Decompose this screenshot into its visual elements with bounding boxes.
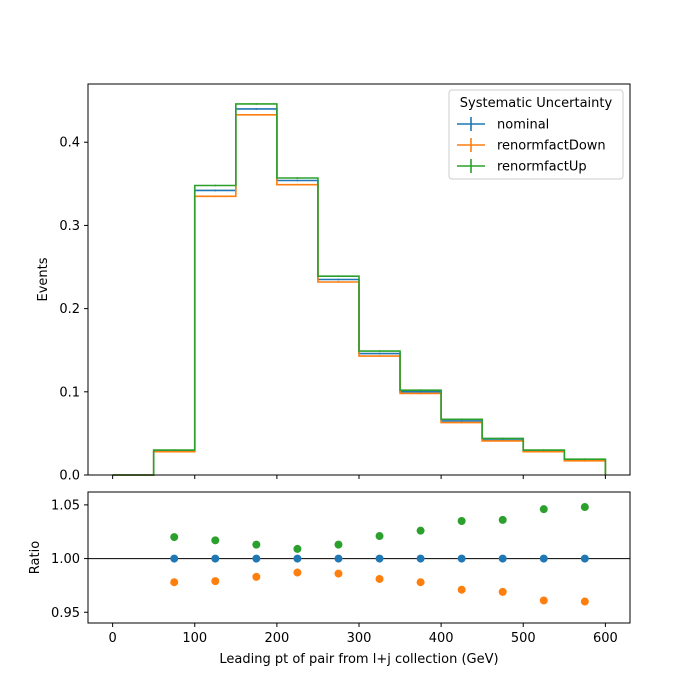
- ratio-point-renormfactUp: [252, 540, 261, 549]
- ratio-point-renormfactUp: [457, 516, 466, 525]
- ratio-point-nominal: [252, 554, 261, 563]
- legend-label: nominal: [497, 118, 549, 133]
- ratio-point-renormfactUp: [293, 544, 302, 553]
- top-panel: 0.0 0.1 0.2 0.3 0.4 Events Systematic Uncert…: [36, 83, 631, 484]
- ratio-point-renormfactDown: [334, 569, 343, 578]
- ratio-point-nominal: [416, 554, 425, 563]
- bottom-xtick-label: 400: [429, 631, 454, 646]
- ratio-point-renormfactUp: [580, 503, 589, 512]
- ratio-point-renormfactDown: [457, 585, 466, 594]
- bottom-ytick-label: 0.95: [51, 606, 80, 621]
- bottom-xtick-label: 500: [511, 631, 536, 646]
- ratio-point-renormfactUp: [375, 532, 384, 541]
- legend-label: renormfactDown: [497, 139, 606, 154]
- top-y-axis-label: Events: [36, 257, 51, 301]
- top-ytick-label: 0.2: [59, 302, 80, 317]
- ratio-point-renormfactUp: [170, 533, 179, 542]
- ratio-point-nominal: [580, 554, 589, 563]
- legend-entries: nominal renormfactDown renormfactUp: [457, 117, 606, 175]
- ratio-point-renormfactDown: [293, 568, 302, 577]
- ratio-point-nominal: [457, 554, 466, 563]
- bottom-xtick-label: 600: [593, 631, 618, 646]
- bottom-xtick-label: 0: [108, 631, 116, 646]
- ratio-point-nominal: [293, 554, 302, 563]
- ratio-point-nominal: [539, 554, 548, 563]
- x-axis-label: Leading pt of pair from l+j collection (…: [219, 652, 498, 667]
- legend-label: renormfactUp: [497, 160, 587, 175]
- top-ytick-label: 0.1: [59, 385, 80, 400]
- ratio-point-renormfactUp: [539, 505, 548, 514]
- bottom-x-ticks: 0 100 200 300 400 500 600: [108, 623, 618, 646]
- top-y-ticks: 0.0 0.1 0.2 0.3 0.4: [59, 136, 88, 484]
- ratio-point-nominal: [334, 554, 343, 563]
- ratio-point-renormfactDown: [580, 597, 589, 606]
- ratio-point-renormfactDown: [211, 577, 220, 586]
- ratio-point-nominal: [211, 554, 220, 563]
- top-ytick-label: 0.3: [59, 219, 80, 234]
- legend-entry-renormfactUp: renormfactUp: [457, 159, 587, 175]
- ratio-point-renormfactUp: [416, 526, 425, 535]
- bottom-panel: 0.95 1.00 1.05 0 100 200 300 400 500 600 Ratio L…: [28, 491, 631, 667]
- legend-entry-renormfactDown: renormfactDown: [457, 138, 606, 154]
- top-ytick-label: 0.0: [59, 469, 80, 484]
- ratio-point-renormfactUp: [211, 536, 220, 545]
- ratio-point-renormfactUp: [334, 540, 343, 549]
- bottom-xtick-label: 300: [347, 631, 372, 646]
- ratio-point-renormfactDown: [498, 587, 507, 596]
- ratio-point-renormfactDown: [170, 578, 179, 587]
- ratio-point-renormfactUp: [498, 515, 507, 524]
- legend-entry-nominal: nominal: [457, 117, 549, 133]
- legend: Systematic Uncertainty nominal renormfact…: [448, 89, 624, 180]
- ratio-point-renormfactDown: [375, 574, 384, 583]
- bottom-xtick-label: 100: [182, 631, 207, 646]
- ratio-point-nominal: [170, 554, 179, 563]
- ratio-point-nominal: [375, 554, 384, 563]
- bottom-ytick-label: 1.05: [51, 498, 80, 513]
- top-histogram-bins: [112, 103, 607, 476]
- ratio-point-renormfactDown: [539, 596, 548, 605]
- legend-box: [448, 89, 624, 180]
- ratio-point-nominal: [498, 554, 507, 563]
- hist-series-renormfactUp: [112, 103, 607, 476]
- bottom-y-axis-label: Ratio: [28, 541, 43, 574]
- top-x-ticks: [112, 475, 606, 479]
- bottom-y-ticks: 0.95 1.00 1.05: [51, 498, 88, 621]
- ratio-points: [170, 503, 589, 606]
- ratio-point-renormfactDown: [416, 578, 425, 587]
- ratio-point-renormfactDown: [252, 572, 261, 581]
- legend-title: Systematic Uncertainty: [460, 96, 613, 111]
- bottom-ytick-label: 1.00: [51, 552, 80, 567]
- bottom-xtick-label: 200: [264, 631, 289, 646]
- top-ytick-label: 0.4: [59, 136, 80, 151]
